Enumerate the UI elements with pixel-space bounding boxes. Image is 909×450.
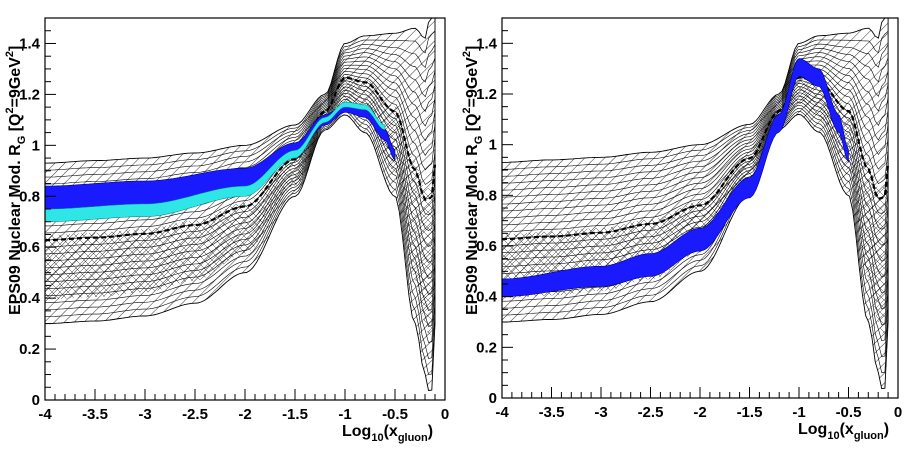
right-error-curve-16 xyxy=(502,64,889,212)
right-y-tick-label: 0.2 xyxy=(476,339,497,356)
left-y-tick-label: 1 xyxy=(32,137,40,154)
right-error-curve-2 xyxy=(502,107,889,358)
right-y-tick-label: 0.6 xyxy=(476,238,497,255)
left-x-tick-label: -3 xyxy=(138,406,151,423)
right-x-tick-label: -2.5 xyxy=(638,404,664,421)
right-x-tick-label: -2 xyxy=(693,404,706,421)
right-error-curve-18 xyxy=(502,56,889,198)
left-x-tick-label: -3.5 xyxy=(82,406,108,423)
right-x-tick-label: -1.5 xyxy=(737,404,763,421)
left-x-tick-label: -2.5 xyxy=(182,406,208,423)
left-error-curve-22 xyxy=(45,31,436,171)
right-error-curve-21 xyxy=(502,43,889,177)
right-x-tick-label: -3.5 xyxy=(539,404,565,421)
left-panel: -4 -3.5 -3 -2.5 -2 -1.5 -1 -0.5 0 0 0.2 0.4 0.6 0.8 1 1… xyxy=(4,17,449,444)
left-x-axis-title: Log10(xgluon) xyxy=(342,423,433,444)
left-y-tick-label: 0.6 xyxy=(19,239,40,256)
right-error-curve-17 xyxy=(502,60,889,205)
right-x-tick-label: 0 xyxy=(894,404,902,421)
left-error-curve-10 xyxy=(45,83,436,255)
left-plot-area xyxy=(45,18,437,391)
left-y-tick-label: 0 xyxy=(32,392,40,409)
right-x-axis-title: Log10(xgluon) xyxy=(798,421,889,442)
left-y-tick-label: 1.4 xyxy=(19,35,41,52)
left-y-tick-label: 0.8 xyxy=(19,188,40,205)
left-error-curve-8 xyxy=(45,89,436,269)
right-y-tick-label: 0.4 xyxy=(476,289,498,306)
left-y-tick-label: 0.2 xyxy=(19,341,40,358)
left-x-tick-label: 0 xyxy=(441,406,449,423)
left-x-tick-label: -4 xyxy=(38,406,52,423)
right-error-curve-14 xyxy=(502,70,889,226)
right-error-curve-3 xyxy=(502,104,889,342)
right-y-tick-label: 1.4 xyxy=(476,35,498,52)
right-axis-ticks: -4 -3.5 -3 -2.5 -2 -1.5 -1 -0.5 0 0 0.2 0.4 0.6 0.8 1 1… xyxy=(476,17,902,421)
left-x-tick-label: -0.5 xyxy=(382,406,408,423)
right-error-curve-1 xyxy=(502,110,889,373)
right-error-curve-8 xyxy=(502,89,889,267)
left-error-curve-1 xyxy=(45,111,436,375)
left-axis-ticks: -4 -3.5 -3 -2.5 -2 -1.5 -1 -0.5 0 0 0.2 0.4 0.6 0.8 1 1… xyxy=(19,17,449,423)
right-error-curve-9 xyxy=(502,86,889,260)
left-error-curve-2 xyxy=(45,108,436,359)
left-error-curve-11 xyxy=(45,80,436,248)
right-error-curve-15 xyxy=(502,67,889,219)
left-central-curve xyxy=(45,76,437,242)
left-error-curve-3 xyxy=(45,105,436,343)
left-y-tick-label: 0.4 xyxy=(19,290,41,307)
left-x-tick-label: -1 xyxy=(338,406,351,423)
left-error-curve-9 xyxy=(45,86,436,262)
right-y-axis-title: EPS09 Nuclear Mod. RG [Q2=9GeV2] xyxy=(461,46,485,315)
right-panel: -4 -3.5 -3 -2.5 -2 -1.5 -1 -0.5 0 0 0.2 0.4 0.6 0.8 1 1… xyxy=(461,17,902,442)
right-y-tick-label: 0 xyxy=(489,390,497,407)
right-band-blue xyxy=(502,58,849,298)
right-error-curve-19 xyxy=(502,52,889,191)
left-error-curve-13 xyxy=(45,74,436,234)
right-x-tick-label: -1 xyxy=(792,404,805,421)
left-band-cyan xyxy=(45,101,386,222)
left-error-curve-20 xyxy=(45,48,436,185)
right-x-tick-label: -4 xyxy=(495,404,509,421)
left-x-tick-label: -2 xyxy=(238,406,251,423)
right-error-curve-20 xyxy=(502,47,889,184)
right-y-tick-label: 1 xyxy=(489,137,497,154)
right-x-tick-label: -0.5 xyxy=(836,404,862,421)
right-y-tick-label: 1.2 xyxy=(476,86,497,103)
right-y-tick-label: 0.8 xyxy=(476,187,497,204)
left-error-curve-7 xyxy=(45,92,436,279)
right-x-tick-label: -3 xyxy=(594,404,607,421)
left-y-tick-label: 1.2 xyxy=(19,86,40,103)
left-error-curve-21 xyxy=(45,44,436,178)
left-band-crosshatch xyxy=(45,75,435,336)
right-error-curve-22 xyxy=(502,30,889,170)
left-x-tick-label: -1.5 xyxy=(282,406,308,423)
left-y-axis-title: EPS09 Nuclear Mod. RG [Q2=9GeV2] xyxy=(4,46,28,315)
right-plot-area xyxy=(502,18,890,390)
